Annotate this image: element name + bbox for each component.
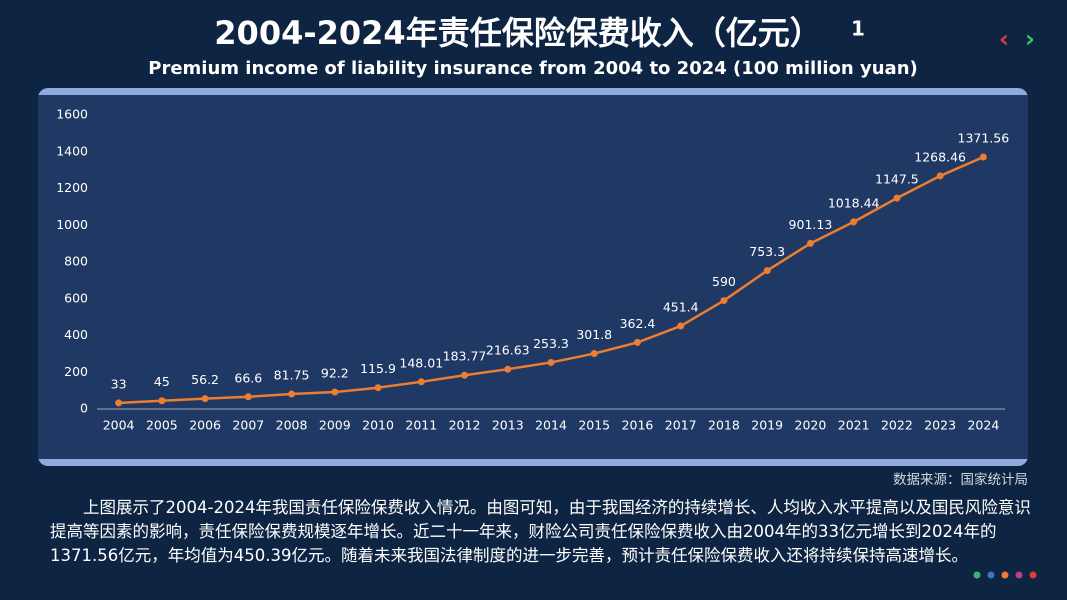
y-tick-label: 0 (80, 401, 88, 416)
x-tick-label: 2008 (276, 418, 308, 433)
data-label: 451.4 (663, 300, 699, 315)
y-tick-label: 1000 (56, 217, 88, 232)
x-tick-label: 2023 (924, 418, 956, 433)
data-label: 362.4 (620, 316, 656, 331)
data-point (374, 384, 382, 392)
data-point (547, 358, 555, 366)
data-label: 45 (154, 374, 170, 389)
data-point (806, 239, 814, 247)
data-point (461, 371, 469, 379)
x-tick-label: 2024 (967, 418, 999, 433)
data-point (979, 153, 987, 161)
data-label: 753.3 (749, 244, 785, 259)
x-tick-label: 2009 (319, 418, 351, 433)
x-tick-label: 2016 (622, 418, 654, 433)
next-button[interactable]: › (1025, 25, 1035, 53)
data-label: 81.75 (274, 367, 310, 382)
data-label: 33 (111, 376, 127, 391)
dot (987, 571, 995, 579)
y-tick-label: 400 (64, 327, 88, 342)
data-point (590, 350, 598, 358)
data-point (633, 338, 641, 346)
x-tick-label: 2022 (881, 418, 913, 433)
x-tick-label: 2015 (578, 418, 610, 433)
x-tick-label: 2011 (405, 418, 437, 433)
data-label: 1268.46 (914, 149, 966, 164)
data-point (763, 267, 771, 275)
data-label: 590 (712, 274, 736, 289)
source: 数据来源：国家统计局 (893, 471, 1028, 488)
data-point (158, 397, 166, 405)
data-point (331, 388, 339, 396)
x-tick-label: 2014 (535, 418, 567, 433)
dot (973, 571, 981, 579)
data-point (201, 395, 209, 403)
data-label: 216.63 (486, 343, 530, 358)
chart-title: 2004-2024年责任保险保费收入（亿元） (214, 14, 821, 52)
data-label: 1371.56 (958, 130, 1010, 145)
dot (1015, 571, 1023, 579)
data-point (244, 393, 252, 401)
data-label: 1018.44 (828, 195, 880, 210)
dot (1029, 571, 1037, 579)
data-label: 115.9 (360, 361, 396, 376)
y-tick-label: 200 (64, 364, 88, 379)
data-point (417, 378, 425, 386)
y-tick-label: 1600 (56, 107, 88, 122)
data-point (504, 365, 512, 373)
y-tick-label: 600 (64, 290, 88, 305)
data-label: 183.77 (443, 349, 487, 364)
x-tick-label: 2006 (189, 418, 221, 433)
data-point (893, 194, 901, 202)
data-point (936, 172, 944, 180)
x-tick-label: 2005 (146, 418, 178, 433)
dot (1001, 571, 1009, 579)
prev-button[interactable]: ‹ (999, 25, 1009, 53)
y-tick-label: 800 (64, 254, 88, 269)
data-point (850, 218, 858, 226)
x-tick-label: 2019 (751, 418, 783, 433)
x-tick-label: 2017 (665, 418, 697, 433)
x-tick-label: 2018 (708, 418, 740, 433)
description: 上图展示了2004-2024年我国责任保险保费收入情况。由图可知，由于我国经济的… (50, 498, 1031, 565)
data-point (115, 399, 123, 407)
x-tick-label: 2013 (492, 418, 524, 433)
data-label: 301.8 (576, 327, 612, 342)
data-label: 66.6 (234, 370, 262, 385)
x-tick-label: 2007 (232, 418, 264, 433)
data-label: 253.3 (533, 336, 569, 351)
data-point (720, 297, 728, 305)
chart-subtitle: Premium income of liability insurance fr… (148, 58, 917, 79)
data-label: 1147.5 (875, 172, 919, 187)
footnote-marker: 1 (851, 17, 865, 41)
x-tick-label: 2021 (838, 418, 870, 433)
x-tick-label: 2020 (795, 418, 827, 433)
data-label: 148.01 (399, 355, 443, 370)
chart-panel (38, 95, 1028, 459)
y-tick-label: 1400 (56, 143, 88, 158)
data-label: 901.13 (789, 217, 833, 232)
data-point (288, 390, 296, 398)
data-label: 56.2 (191, 372, 219, 387)
x-tick-label: 2004 (103, 418, 135, 433)
x-tick-label: 2012 (449, 418, 481, 433)
data-point (677, 322, 685, 330)
data-label: 92.2 (321, 366, 349, 381)
y-tick-label: 1200 (56, 180, 88, 195)
x-tick-label: 2010 (362, 418, 394, 433)
